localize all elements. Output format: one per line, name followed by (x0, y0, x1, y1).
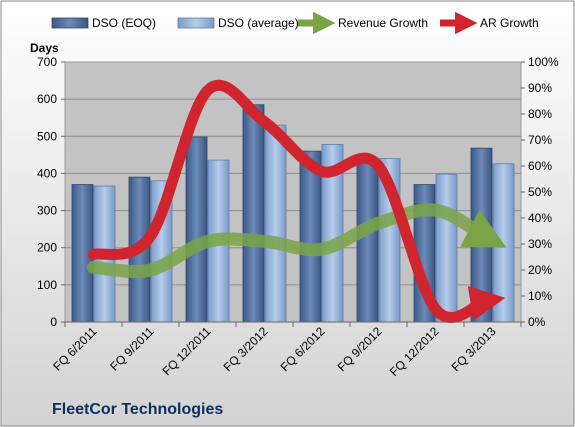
legend-label: DSO (average) (218, 16, 299, 30)
dso-eoq-bar (185, 136, 208, 323)
growth-lines (87, 79, 507, 323)
legend-swatch-dso-eoq (51, 17, 89, 29)
ar-growth-line (88, 79, 506, 323)
y-axis-right: 0% 10% 20% 30% 40% 50% 60% 70% 80% 90% 100% (521, 55, 559, 329)
y2-tick-label: 90% (528, 81, 552, 95)
legend-label: DSO (EOQ) (92, 16, 156, 30)
y2-tick-label: 0% (528, 315, 546, 329)
legend-swatch-dso-average (177, 17, 215, 29)
y2-tick-label: 20% (528, 263, 552, 277)
y2-tick-label: 30% (528, 237, 552, 251)
dso-eoq-bar (299, 150, 322, 323)
y2-tick-label: 100% (528, 55, 559, 69)
y2-tick-label: 50% (528, 185, 552, 199)
revenue-growth-line (87, 203, 507, 278)
y-axis-left: 0 100 200 300 400 500 600 700 (37, 55, 65, 329)
y-tick-label: 200 (37, 241, 57, 255)
bars (71, 104, 515, 323)
dso-average-bar (492, 163, 515, 323)
y-tick-label: 100 (37, 278, 57, 292)
legend: DSO (EOQ) DSO (average) Revenue Growth AR G… (51, 11, 539, 35)
dso-average-bar (435, 173, 458, 323)
y-tick-label: 500 (37, 129, 57, 143)
y-tick-label: 700 (37, 55, 57, 69)
dso-average-bar (264, 124, 287, 323)
y2-tick-label: 40% (528, 211, 552, 225)
dso-eoq-bar (242, 104, 265, 323)
y-axis-title: Days (30, 41, 59, 55)
y2-tick-label: 10% (528, 289, 552, 303)
dso-eoq-bar (356, 158, 379, 323)
y2-tick-label: 60% (528, 159, 552, 173)
y2-tick-label: 70% (528, 133, 552, 147)
y-tick-label: 0 (50, 315, 57, 329)
y-tick-label: 300 (37, 204, 57, 218)
chart-title: FleetCor Technologies (52, 401, 223, 418)
legend-label: Revenue Growth (338, 16, 428, 30)
legend-label: AR Growth (480, 16, 539, 30)
y-tick-label: 400 (37, 166, 57, 180)
y2-tick-label: 80% (528, 107, 552, 121)
y-tick-label: 600 (37, 92, 57, 106)
